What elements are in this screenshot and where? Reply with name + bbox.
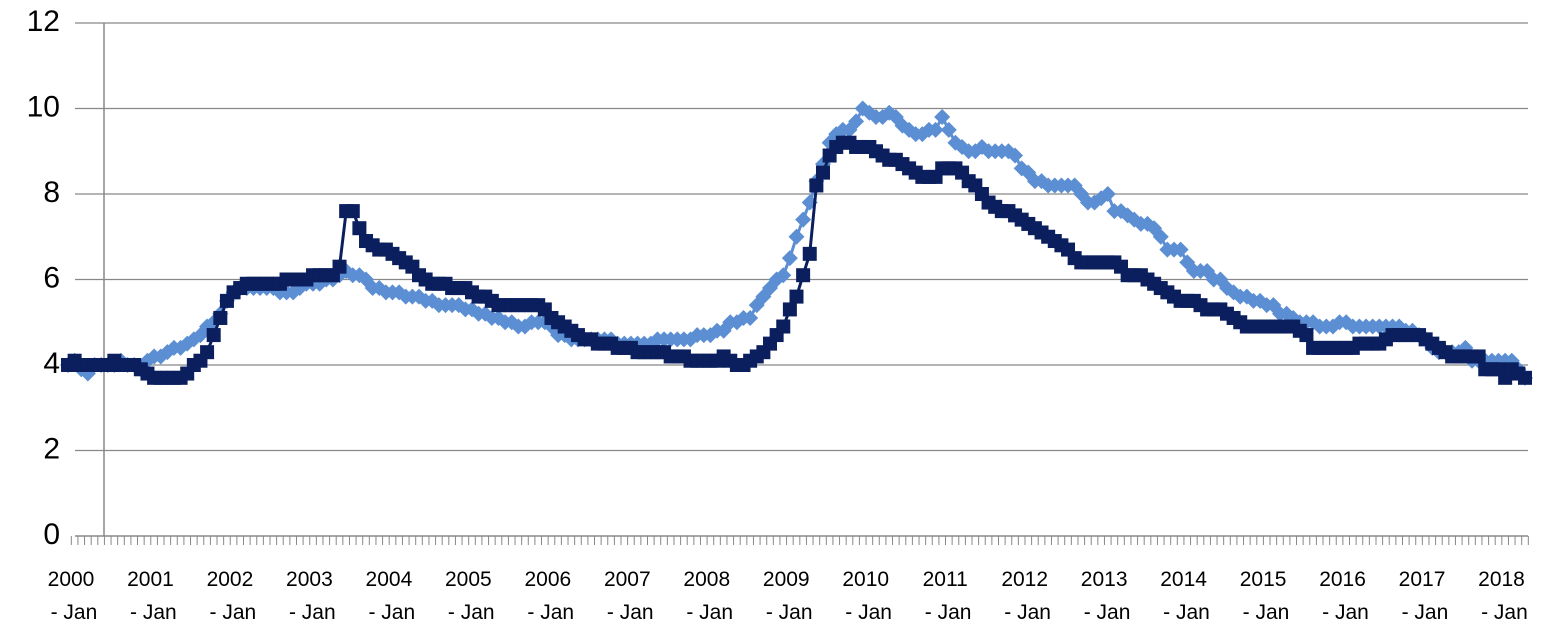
- x-tick-label-line: 2000: [48, 568, 95, 591]
- x-tick-label: 2005 - Jan: [442, 568, 495, 624]
- marker-square: [332, 259, 347, 274]
- x-tick-label: 2008 - Jan: [681, 568, 734, 624]
- marker-square: [352, 221, 367, 236]
- marker-square: [206, 328, 221, 343]
- x-tick-label: 2001 - Jan: [124, 568, 177, 624]
- marker-diamond: [1172, 241, 1189, 258]
- marker-square: [802, 246, 817, 261]
- marker-square: [809, 178, 824, 193]
- marker-square: [213, 310, 228, 325]
- x-tick-label-line: - Jan: [442, 601, 495, 624]
- x-tick-label: 2003 - Jan: [283, 568, 336, 624]
- x-tick-label-line: 2007: [604, 568, 651, 591]
- y-tick-label: 8: [43, 176, 60, 209]
- x-tick-label: 2017 - Jan: [1396, 568, 1449, 624]
- x-tick-label: 2010 - Jan: [839, 568, 892, 624]
- marker-square: [200, 345, 215, 360]
- x-tick-label: 2007 - Jan: [601, 568, 654, 624]
- marker-square: [815, 165, 830, 180]
- x-tick-label: 2014 - Jan: [1157, 568, 1210, 624]
- marker-diamond: [927, 121, 944, 138]
- x-tick-label-line: - Jan: [760, 601, 813, 624]
- x-tick-label-line: 2015: [1240, 568, 1287, 591]
- x-tick-label-line: - Jan: [283, 601, 336, 624]
- x-tick-label: 2015 - Jan: [1237, 568, 1290, 624]
- x-tick-label: 2016 - Jan: [1316, 568, 1369, 624]
- marker-square: [1471, 349, 1486, 364]
- y-tick-label: 0: [43, 518, 60, 551]
- x-tick-label: 2009 - Jan: [760, 568, 813, 624]
- marker-square: [796, 268, 811, 283]
- x-tick-label: 2011 - Jan: [919, 568, 972, 624]
- x-tick-label-line: 2004: [366, 568, 413, 591]
- x-tick-label-line: 2017: [1399, 568, 1446, 591]
- x-tick-label-line: - Jan: [919, 601, 972, 624]
- x-tick-label-line: - Jan: [363, 601, 416, 624]
- y-tick-label: 2: [43, 432, 60, 465]
- marker-diamond: [775, 267, 792, 284]
- marker-diamond: [848, 113, 865, 130]
- x-tick-label-line: - Jan: [601, 601, 654, 624]
- marker-square: [1518, 370, 1532, 385]
- marker-diamond: [1152, 228, 1169, 245]
- x-tick-label-line: - Jan: [45, 601, 98, 624]
- x-tick-label-line: 2003: [286, 568, 333, 591]
- marker-diamond: [1007, 147, 1024, 164]
- marker-diamond: [914, 126, 931, 143]
- marker-square: [789, 289, 804, 304]
- x-tick-label-line: 2011: [923, 568, 968, 591]
- x-tick-label-line: 2014: [1160, 568, 1207, 591]
- x-tick-label-line: 2002: [207, 568, 254, 591]
- x-tick-label: 2000 - Jan: [45, 568, 98, 624]
- x-tick-label-line: - Jan: [681, 601, 734, 624]
- marker-diamond: [788, 228, 805, 245]
- x-tick-label-line: - Jan: [204, 601, 257, 624]
- x-tick-label: 2002 - Jan: [204, 568, 257, 624]
- y-tick-label: 6: [43, 261, 60, 294]
- y-tick-label: 4: [43, 347, 60, 380]
- marker-diamond: [894, 117, 911, 134]
- x-tick-label-line: - Jan: [522, 601, 575, 624]
- marker-square: [782, 302, 797, 317]
- x-tick-label-line: - Jan: [124, 601, 177, 624]
- x-tick-label-line: 2012: [1001, 568, 1048, 591]
- marker-diamond: [940, 121, 957, 138]
- x-tick-label: 2013 - Jan: [1078, 568, 1131, 624]
- x-tick-label-line: 2016: [1319, 568, 1366, 591]
- x-tick-label-line: 2005: [445, 568, 492, 591]
- marker-square: [776, 319, 791, 334]
- x-tick-label: 2018 - Jan: [1475, 568, 1528, 624]
- x-tick-label-line: 2009: [763, 568, 810, 591]
- marker-diamond: [742, 309, 759, 326]
- x-tick-label-line: - Jan: [1475, 601, 1528, 624]
- marker-diamond: [795, 211, 812, 228]
- y-tick-label: 10: [27, 90, 60, 123]
- x-tick-label-line: 2001: [127, 568, 174, 591]
- x-tick-label: 2006 - Jan: [522, 568, 575, 624]
- marker-square: [1299, 328, 1314, 343]
- x-tick-label-line: 2018: [1478, 568, 1525, 591]
- x-tick-label-line: 2008: [683, 568, 730, 591]
- x-tick-label-line: - Jan: [1157, 601, 1210, 624]
- x-tick-label-line: - Jan: [839, 601, 892, 624]
- x-tick-label-line: - Jan: [998, 601, 1051, 624]
- x-tick-label-line: 2010: [842, 568, 889, 591]
- y-tick-label: 12: [27, 5, 60, 38]
- marker-diamond: [934, 109, 951, 126]
- marker-diamond: [781, 250, 798, 267]
- x-tick-label-line: 2013: [1081, 568, 1128, 591]
- x-tick-label-line: - Jan: [1396, 601, 1449, 624]
- marker-square: [345, 204, 360, 219]
- x-tick-label-line: 2006: [524, 568, 571, 591]
- x-tick-label-line: - Jan: [1078, 601, 1131, 624]
- x-tick-label-line: - Jan: [1237, 601, 1290, 624]
- x-tick-label: 2004 - Jan: [363, 568, 416, 624]
- marker-diamond: [1099, 186, 1116, 202]
- x-tick-label: 2012 - Jan: [998, 568, 1051, 624]
- x-tick-label-line: - Jan: [1316, 601, 1369, 624]
